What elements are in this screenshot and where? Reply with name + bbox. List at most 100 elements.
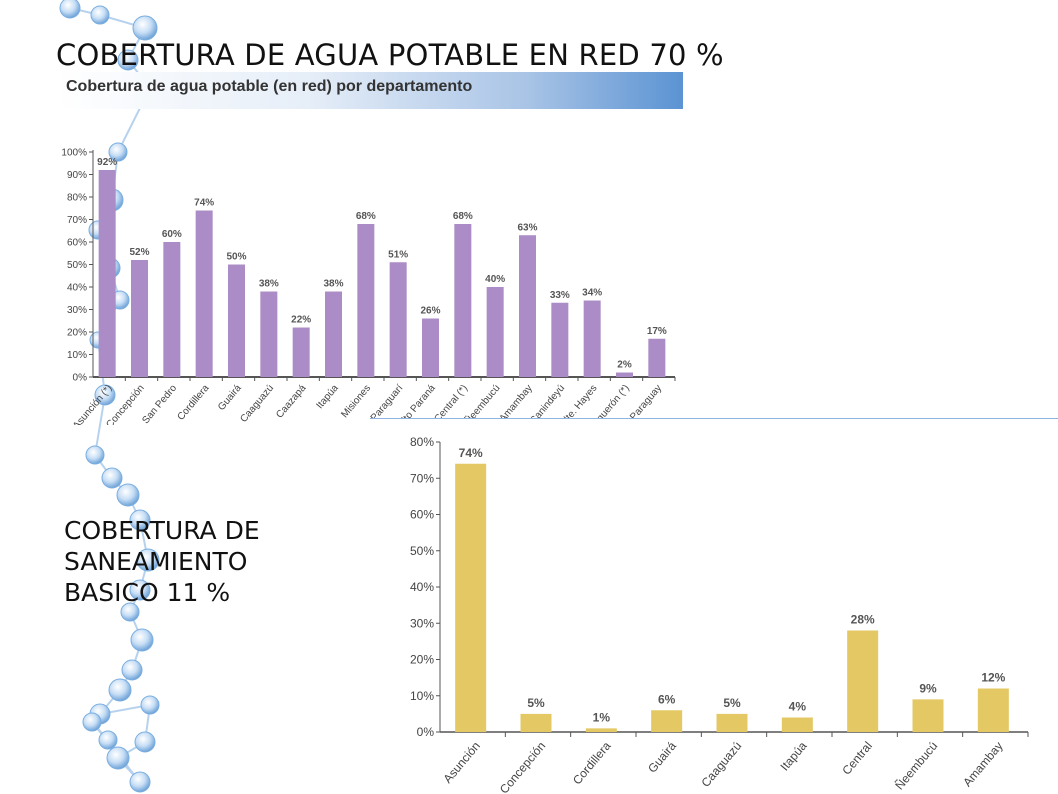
data-label: 28% — [851, 613, 875, 627]
dna-sphere — [121, 659, 143, 681]
sanitation-panel: 0% 10% 20% 30% 40% 50% 60% 70% 80% 74% Asunción 5% C… — [370, 418, 1058, 794]
bar — [422, 318, 439, 377]
sanitation-title: COBERTURA DE SANEAMIENTO BASICO 11 % — [64, 515, 260, 608]
y-tick-label: 30% — [410, 616, 434, 630]
data-label: 2% — [617, 360, 632, 371]
chart-banner: Cobertura de agua potable (en red) por d… — [58, 72, 683, 109]
y-tick-label: 0% — [73, 373, 88, 384]
x-tick-label: Itapúa — [314, 383, 341, 412]
y-tick-label: 50% — [410, 544, 434, 558]
y-tick-label: 20% — [410, 653, 434, 667]
dna-sphere — [90, 5, 110, 25]
y-tick-label: 40% — [67, 283, 87, 294]
y-tick-label: 80% — [410, 435, 434, 449]
data-label: 34% — [582, 288, 602, 299]
x-tick-label: Caaguazú — [698, 739, 744, 790]
dna-sphere — [116, 483, 140, 507]
dna-sphere — [108, 678, 132, 702]
data-label: 50% — [226, 252, 246, 263]
bar — [389, 262, 407, 377]
data-label: 17% — [647, 326, 667, 337]
bar — [716, 713, 748, 732]
dna-sphere — [98, 730, 118, 750]
x-tick-label: San Pedro — [140, 383, 179, 425]
dna-sphere — [132, 15, 158, 41]
data-label: 40% — [485, 274, 505, 285]
water-coverage-chart: 0%10%20%30%40%50%60%70%80%90%100%92%Asun… — [61, 148, 676, 425]
page-title: COBERTURA DE AGUA POTABLE EN RED 70 % — [56, 38, 724, 72]
data-label: 74% — [194, 198, 214, 209]
dna-sphere — [129, 771, 151, 793]
sanitation-title-line-3: BASICO 11 % — [64, 578, 231, 607]
x-tick-label: Cordillera — [570, 739, 614, 788]
data-label: 38% — [259, 279, 279, 290]
bar — [977, 688, 1009, 732]
bar — [292, 327, 310, 377]
banner-title: Cobertura de agua potable (en red) por d… — [66, 78, 473, 95]
bar — [325, 291, 342, 377]
bar — [163, 242, 181, 377]
data-label: 74% — [459, 446, 483, 460]
y-tick-label: 20% — [67, 328, 87, 339]
x-tick-label: Guairá — [216, 383, 244, 413]
data-label: 68% — [356, 211, 376, 222]
bar — [847, 630, 879, 732]
x-tick-label: Amambay — [960, 739, 1005, 789]
bar — [651, 710, 683, 732]
x-tick-label: Guairá — [645, 739, 679, 776]
dna-sphere — [136, 548, 160, 572]
bar — [781, 717, 813, 732]
bar — [228, 264, 245, 377]
y-tick-label: 10% — [67, 350, 87, 361]
y-tick-label: 80% — [67, 193, 87, 204]
sanitation-coverage-chart: 0% 10% 20% 30% 40% 50% 60% 70% 80% 74% Asunción 5% C… — [410, 435, 1029, 794]
x-tick-label: Misiones — [339, 383, 373, 420]
y-tick-label: 60% — [67, 238, 87, 249]
bar — [519, 235, 536, 377]
y-tick-label: 70% — [67, 215, 87, 226]
x-tick-label: Ñeembucú — [892, 739, 940, 792]
bar — [583, 300, 601, 377]
data-label: 22% — [291, 315, 311, 326]
x-tick-label: Caaguazú — [238, 383, 276, 425]
dna-sphere — [101, 467, 123, 489]
dna-sphere — [94, 384, 116, 406]
data-label: 38% — [323, 279, 343, 290]
data-label: 6% — [658, 692, 676, 706]
x-tick-label: Concepción — [497, 739, 548, 794]
bar — [131, 260, 148, 377]
bar — [585, 728, 617, 732]
x-tick-label: Caazapá — [274, 383, 308, 421]
data-label: 5% — [723, 696, 741, 710]
dna-sphere — [108, 142, 128, 162]
bar — [616, 372, 633, 377]
x-tick-label: Cordillera — [176, 383, 212, 423]
data-label: 12% — [981, 671, 1005, 685]
bar — [486, 287, 504, 377]
dna-sphere — [85, 445, 105, 465]
dna-sphere — [134, 731, 156, 753]
dna-sphere — [140, 695, 160, 715]
dna-sphere — [59, 0, 81, 19]
x-tick-label: Itapúa — [777, 739, 809, 774]
dna-sphere — [117, 49, 139, 71]
y-tick-label: 10% — [410, 689, 434, 703]
bar — [260, 291, 278, 377]
y-tick-label: 40% — [410, 580, 434, 594]
data-label: 63% — [517, 222, 537, 233]
dna-sphere — [130, 628, 154, 652]
dna-sphere — [120, 602, 140, 622]
data-label: 92% — [97, 157, 117, 168]
data-label: 1% — [593, 710, 611, 724]
sanitation-title-line-1: COBERTURA DE — [64, 516, 260, 545]
bar — [648, 338, 666, 377]
dna-sphere — [106, 746, 130, 770]
y-tick-label: 100% — [61, 148, 87, 159]
bar — [195, 210, 213, 377]
sanitation-title-line-2: SANEAMIENTO — [64, 547, 248, 576]
bar — [98, 170, 116, 377]
y-tick-label: 70% — [410, 471, 434, 485]
data-label: 68% — [453, 211, 473, 222]
y-tick-label: 30% — [67, 305, 87, 316]
data-label: 33% — [550, 290, 570, 301]
